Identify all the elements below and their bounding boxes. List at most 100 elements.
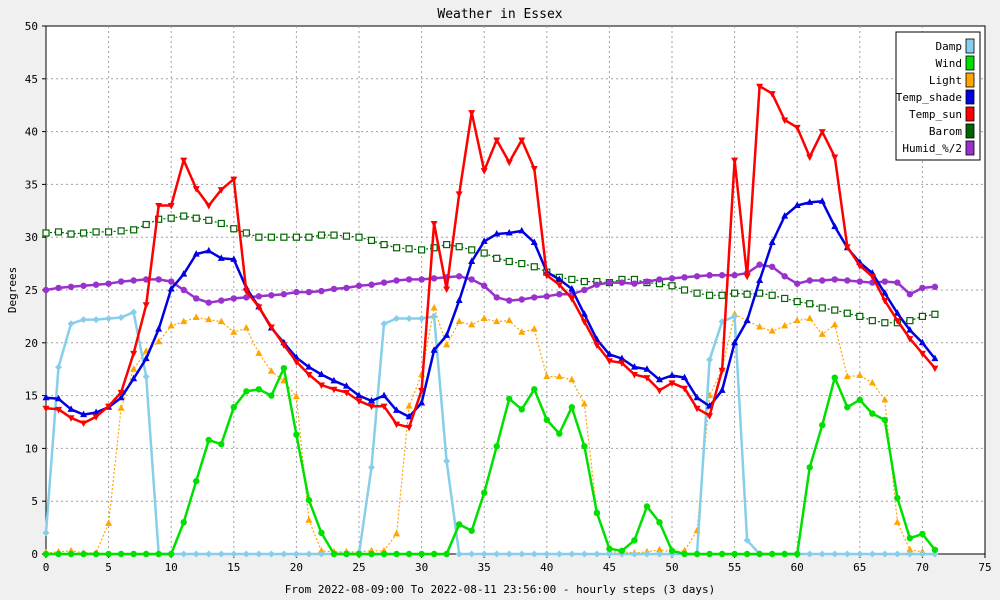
series-wind-point (67, 550, 75, 558)
series-damp-point (856, 550, 864, 558)
series-light-line (45, 307, 923, 554)
series-barom-point (918, 312, 927, 320)
series-light-point (230, 328, 238, 335)
series-damp-point (843, 550, 851, 558)
series-damp-point (706, 356, 714, 364)
series-temp-sun-point (167, 203, 175, 210)
series-temp-shade-point (743, 316, 751, 324)
series-wind-point (430, 550, 438, 558)
series-temp-shade-point (80, 410, 88, 418)
series-temp-sun-point (418, 387, 426, 395)
series-wind-point (42, 550, 50, 558)
x-tick-label: 75 (978, 561, 991, 574)
series-temp-shade-point (330, 376, 338, 384)
x-tick-label: 65 (853, 561, 866, 574)
series-temp-shade-point (505, 228, 513, 236)
series-temp-sun-point (342, 389, 350, 397)
series-temp-shade-point (518, 226, 526, 234)
series-humid-2-point (418, 276, 425, 283)
y-tick-label: 0 (31, 548, 38, 561)
series-temp-shade-point (468, 257, 476, 264)
series-wind-point (455, 521, 463, 528)
series-humid-2 (42, 261, 939, 306)
series-barom-point (806, 300, 814, 308)
x-tick-label: 60 (791, 561, 804, 574)
series-barom-point (730, 289, 739, 297)
series-wind-point (668, 547, 676, 555)
series-barom-point (480, 249, 488, 257)
series-temp-shade-point (430, 346, 438, 353)
legend-swatch-wind (965, 55, 975, 71)
series-temp-shade-point (142, 354, 150, 362)
series-humid-2-point (105, 280, 112, 287)
series-humid-2-point (80, 282, 87, 289)
series-damp-point (743, 536, 751, 544)
x-tick-label: 30 (415, 561, 428, 574)
series-temp-shade-point (92, 408, 100, 415)
series-temp-sun-point (42, 405, 50, 413)
series-temp-shade-point (155, 325, 163, 332)
series-humid-2-point (117, 278, 125, 285)
series-damp-point (205, 550, 213, 558)
series-temp-sun-point (355, 398, 363, 405)
series-wind-point (656, 519, 663, 526)
series-temp-shade-point (668, 371, 676, 379)
series-damp-point (655, 550, 663, 558)
legend-label-temp-shade: Temp_shade (896, 91, 962, 104)
y-tick-label: 30 (25, 231, 38, 244)
series-humid-2-point (506, 297, 513, 304)
series-temp-sun-point (430, 220, 438, 228)
series-damp-point (280, 550, 288, 558)
series-temp-shade-point (568, 284, 576, 292)
series-temp-sun-point (305, 371, 313, 379)
series-temp-sun-point (117, 389, 125, 397)
series-damp-point (480, 550, 488, 558)
series-temp-sun-point (292, 359, 300, 366)
series-light-point (167, 321, 175, 329)
grid (46, 26, 985, 554)
y-axis-label: Degrees (6, 267, 19, 313)
series-damp-point (405, 315, 413, 323)
series-temp-shade-point (67, 405, 75, 412)
series-wind-point (869, 410, 876, 417)
series-humid-2-point (856, 278, 863, 285)
legend-label-wind: Wind (936, 57, 963, 70)
series-damp-point (518, 550, 526, 558)
series-temp-sun-point (580, 319, 588, 326)
series-humid-2-point (844, 277, 851, 284)
series-temp-shade-point (931, 354, 939, 362)
series-temp-sun-point (468, 110, 476, 117)
series-temp-shade-point (192, 250, 200, 257)
series-temp-shade-point (230, 255, 238, 262)
series-wind-point (355, 550, 363, 558)
series-temp-shade-point (718, 386, 726, 393)
series-wind-point (280, 364, 288, 372)
series-wind-point (193, 477, 200, 485)
series-damp-point (543, 550, 551, 558)
series-damp-point (443, 457, 451, 465)
series-wind (42, 364, 939, 558)
series-wind-point (518, 406, 525, 413)
series-temp-sun-point (518, 137, 526, 145)
series-humid-2-point (343, 284, 350, 292)
series-wind-point (581, 443, 588, 450)
series-wind-point (130, 550, 137, 558)
series-temp-sun-point (906, 336, 914, 343)
series-damp-point (180, 550, 188, 558)
legend: Damp Wind Light Temp_shade Temp_sun Barom Humi… (895, 31, 981, 161)
series-damp-point (918, 550, 926, 558)
series-temp-sun-point (781, 117, 789, 124)
series-barom-point (931, 310, 939, 318)
series-light-point (893, 518, 901, 525)
series-light-point (505, 316, 513, 324)
series-temp-shade-point (781, 212, 789, 219)
series-damp-point (267, 550, 275, 558)
series-humid-2-point (668, 275, 676, 282)
series-light-point (192, 313, 200, 320)
series-barom-point (242, 229, 250, 237)
x-tick-label: 55 (728, 561, 741, 574)
series-damp-point (305, 550, 313, 558)
series-wind-point (906, 534, 914, 542)
series-temp-sun-point (242, 288, 250, 296)
series-humid-2-point (831, 276, 838, 283)
